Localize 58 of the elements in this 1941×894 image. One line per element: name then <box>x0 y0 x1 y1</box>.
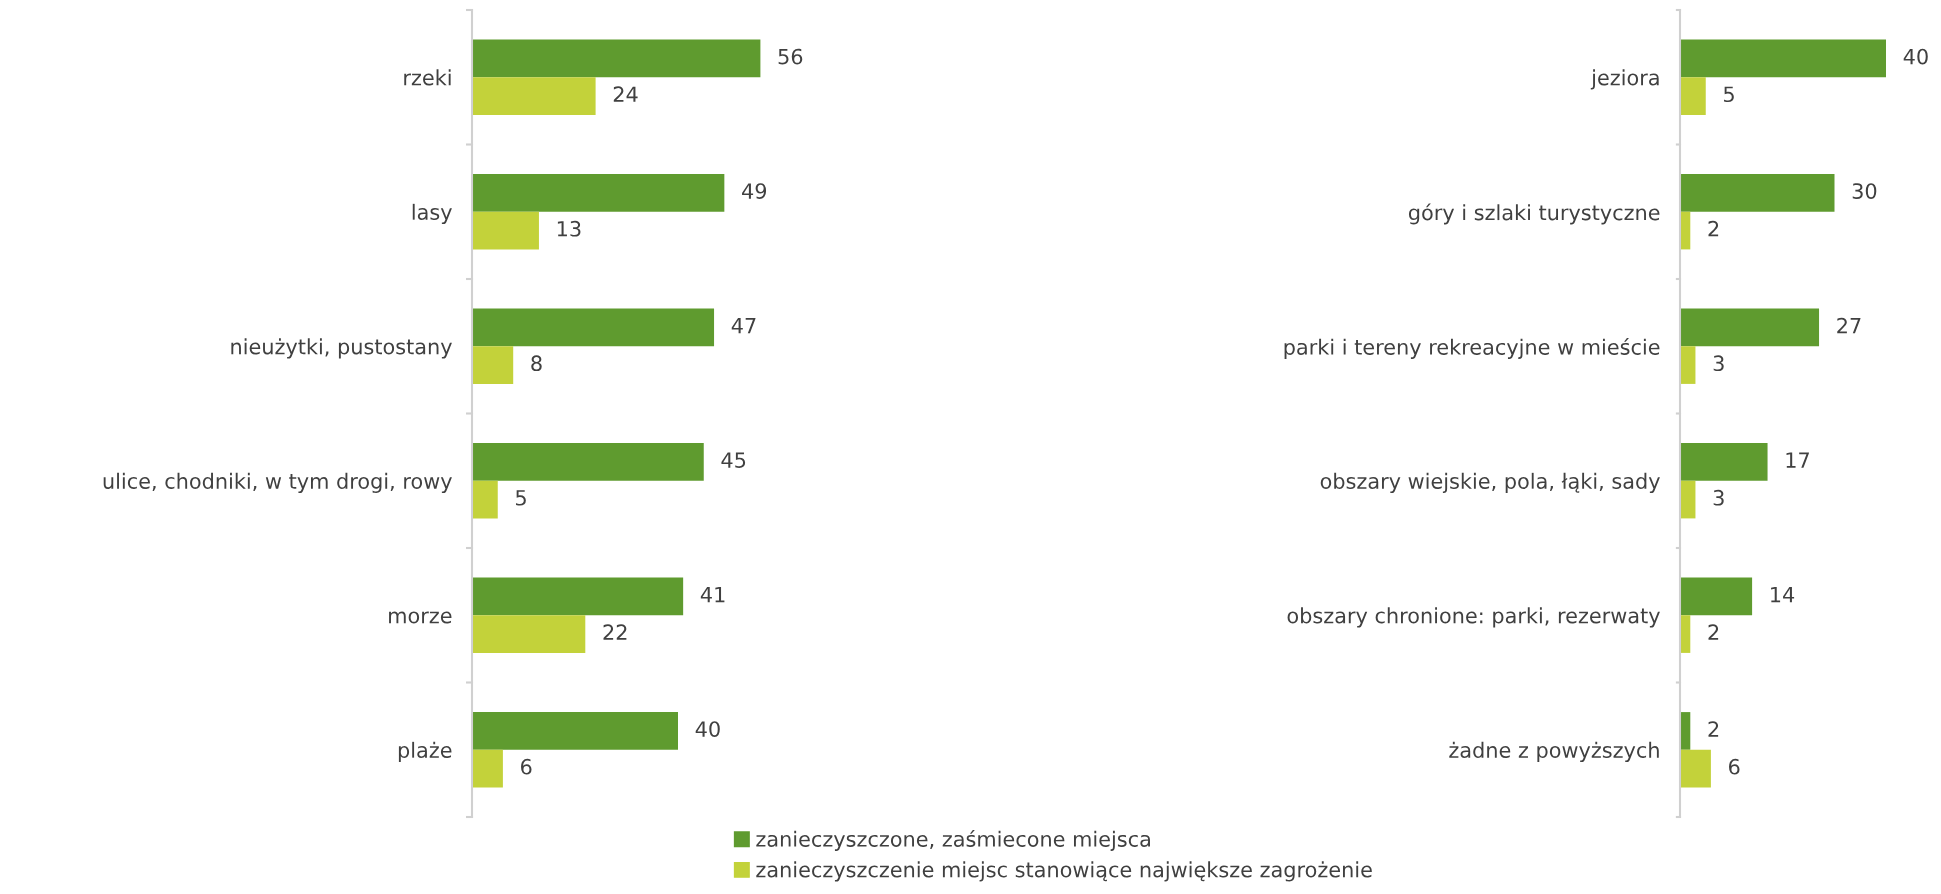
y-tick-label: ulice, chodniki, w tym drogi, rowy <box>103 472 452 493</box>
data-label: 2 <box>1708 721 1719 737</box>
data-label: 13 <box>557 220 581 237</box>
bar <box>1680 39 1886 78</box>
data-label: 49 <box>742 183 767 199</box>
data-label: 8 <box>531 355 542 372</box>
bar <box>472 615 586 653</box>
y-tick-label: nieużytki, pustostany <box>231 338 452 359</box>
bar <box>1680 308 1820 347</box>
bar <box>472 712 678 750</box>
data-label: 3 <box>1713 355 1724 372</box>
data-label: 56 <box>778 48 803 65</box>
bar <box>472 577 684 616</box>
y-tick-label: obszary chronione: parki, rezerwaty <box>1287 607 1660 628</box>
bar <box>1680 577 1753 616</box>
bar <box>472 39 761 78</box>
data-label: 41 <box>700 586 725 603</box>
data-label: 6 <box>521 758 532 775</box>
data-label: 2 <box>1708 220 1719 237</box>
y-tick-label: lasy <box>412 203 452 224</box>
data-label: 6 <box>1729 758 1740 775</box>
data-label: 5 <box>516 490 526 506</box>
data-label: 3 <box>1713 489 1724 506</box>
bar <box>472 480 498 519</box>
y-tick-label: jeziora <box>1590 69 1659 90</box>
y-tick-label: plaże <box>398 741 452 762</box>
data-label: 24 <box>613 86 638 102</box>
y-tick-label: rzeki <box>404 69 451 86</box>
bar <box>1680 749 1711 788</box>
y-tick-label: żadne z powyższych <box>1449 741 1659 762</box>
data-label: 40 <box>1903 48 1928 65</box>
data-label: 14 <box>1771 586 1795 603</box>
legend-label: zanieczyszczenie miejsc stanowiące największe zagrożenie <box>756 861 1372 882</box>
bar <box>472 308 715 347</box>
y-tick-label: góry i szlaki turystyczne <box>1408 203 1660 225</box>
data-label: 2 <box>1708 624 1719 640</box>
data-label: 22 <box>603 624 627 640</box>
data-label: 27 <box>1837 317 1861 334</box>
data-label: 5 <box>1724 86 1734 103</box>
legend-label: zanieczyszczone, zaśmiecone miejsca <box>756 829 1150 851</box>
bar <box>472 174 725 212</box>
bar <box>1680 174 1835 212</box>
bar <box>472 749 503 788</box>
data-label: 47 <box>731 317 756 334</box>
bar <box>1680 77 1706 115</box>
bar <box>1680 443 1768 481</box>
bar <box>472 346 514 384</box>
y-tick-label: obszary wiejskie, pola, łąki, sady <box>1320 472 1660 493</box>
data-label: 30 <box>1852 183 1877 199</box>
bar <box>472 443 704 481</box>
bar <box>1680 346 1696 384</box>
y-tick-label: morze <box>389 611 452 624</box>
bar <box>472 77 596 115</box>
bar <box>472 211 539 250</box>
data-label: 40 <box>695 721 720 737</box>
data-label: 45 <box>721 452 746 468</box>
y-tick-label: parki i tereny rekreacyjne w mieście <box>1284 337 1660 359</box>
data-label: 17 <box>1786 452 1809 468</box>
